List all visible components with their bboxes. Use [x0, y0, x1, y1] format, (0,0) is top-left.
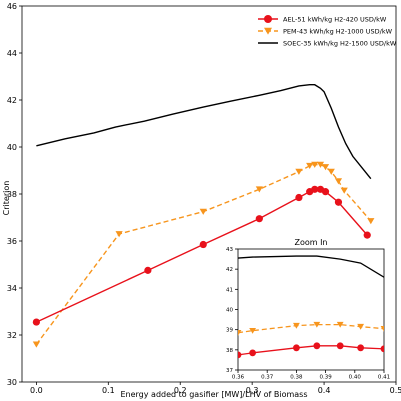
main-y-tick-label: 32: [7, 331, 17, 340]
main-series-line: [36, 84, 372, 180]
main-data-point: [321, 164, 330, 171]
main-data-point: [334, 198, 343, 206]
main-y-tick-label: 34: [7, 284, 17, 293]
main-y-tick-label: 44: [7, 49, 17, 58]
inset-y-tick-label: 41: [226, 287, 233, 293]
inset-data-point: [336, 342, 344, 350]
inset-data-point: [249, 327, 256, 334]
main-y-tick-label: 38: [7, 190, 17, 199]
main-series-pem-43-kwh-kg-h2-1000-usd-kw: [32, 161, 375, 348]
main-data-point: [144, 266, 152, 274]
inset-data-point: [293, 344, 300, 352]
main-data-point: [32, 318, 40, 326]
legend: AEL-51 kWh/kg H2-420 USD/kW PEM-43 kWh/kg…: [258, 15, 397, 48]
inset-data-point: [238, 329, 242, 336]
inset-x-tick-label: 0.39: [319, 375, 332, 381]
main-data-point: [316, 161, 325, 168]
main-x-tick-label: 0.1: [102, 386, 115, 395]
main-y-tick-label: 42: [7, 96, 17, 105]
main-series-soec-35-kwh-kg-h2-1500-usd-kw: [36, 84, 372, 180]
main-data-point: [115, 231, 123, 238]
main-y-tick-label: 36: [7, 237, 17, 246]
main-data-point: [32, 341, 40, 348]
inset-series-pem-43-kwh-kg-h2-1000-usd-kw: [238, 321, 384, 336]
x-axis-label: Energy added to gasifier [MW]/LHV of Bio…: [120, 390, 307, 399]
main-data-point: [363, 231, 371, 239]
legend-label: SOEC-35 kWh/kg H2-1500 USD/kW: [283, 40, 397, 48]
inset-x-tick-label: 0.36: [232, 375, 245, 381]
main-data-point: [334, 178, 343, 185]
main-data-point: [327, 168, 335, 175]
inset-data-point: [336, 321, 344, 328]
main-data-point: [311, 161, 319, 168]
inset-y-tick-label: 39: [226, 328, 233, 334]
inset-series-soec-35-kwh-kg-h2-1500-usd-kw: [238, 255, 384, 278]
main-data-point: [311, 185, 319, 193]
inset-x-tick-label: 0.40: [349, 375, 362, 381]
legend-marker: [264, 27, 272, 35]
inset-data-point: [293, 322, 300, 329]
inset-y-tick-label: 37: [226, 368, 233, 374]
main-x-tick-label: 0.4: [318, 386, 331, 395]
inset-data-point: [357, 323, 365, 330]
main-x-tick-label: 0.0: [30, 386, 43, 395]
inset-y-tick-label: 42: [226, 267, 233, 273]
inset-x-tick-label: 0.41: [378, 375, 390, 381]
legend-label: PEM-43 kWh/kg H2-1000 USD/kW: [283, 28, 393, 36]
y-axis-label: Criterion: [2, 181, 11, 216]
legend-label: AEL-51 kWh/kg H2-420 USD/kW: [283, 16, 387, 24]
inset-y-tick-label: 38: [226, 348, 233, 354]
inset-data-point: [249, 349, 256, 357]
main-data-point: [255, 215, 263, 223]
inset-y-tick-label: 40: [226, 307, 233, 313]
main-data-point: [199, 240, 207, 249]
inset-data-point: [357, 344, 365, 352]
inset-data-point: [380, 325, 384, 332]
inset-x-tick-label: 0.37: [261, 375, 274, 381]
main-data-point: [199, 208, 207, 215]
inset-data-point: [380, 345, 384, 353]
zoom-inset: 0.36 0.37 0.38 0.39 0.40 0.41 37 38 39 40 41 42 43 Zo…: [226, 238, 390, 381]
main-y-tick-label: 46: [7, 2, 17, 11]
main-x-tick-label: 0.3: [246, 386, 259, 395]
inset-y-tick-label: 43: [226, 247, 233, 253]
inset-x-tick-label: 0.38: [290, 375, 303, 381]
main-plot: 0.0 0.1 0.2 0.3 0.4 0.5 30 32 34 36 38 40 42 44 46: [7, 2, 401, 395]
inset-title: Zoom In: [294, 238, 327, 247]
main-series-ael-51-kwh-kg-h2-420-usd-kw: [32, 185, 371, 326]
inset-data-point: [313, 342, 321, 350]
inset-series-ael-51-kwh-kg-h2-420-usd-kw: [238, 342, 384, 359]
main-y-tick-label: 40: [7, 143, 17, 152]
inset-data-point: [238, 351, 242, 359]
main-data-point: [306, 162, 314, 170]
main-x-tick-label: 0.2: [174, 386, 187, 395]
main-data-point: [295, 168, 303, 175]
main-data-point: [367, 218, 375, 225]
main-data-point: [295, 193, 303, 202]
legend-marker: [264, 15, 272, 23]
inset-series-line: [238, 255, 384, 278]
inset-data-point: [313, 321, 321, 328]
main-x-tick-label: 0.5: [390, 386, 401, 395]
main-data-point: [321, 188, 330, 196]
main-data-point: [255, 186, 263, 193]
main-data-point: [340, 187, 348, 194]
main-y-tick-label: 30: [7, 378, 17, 387]
